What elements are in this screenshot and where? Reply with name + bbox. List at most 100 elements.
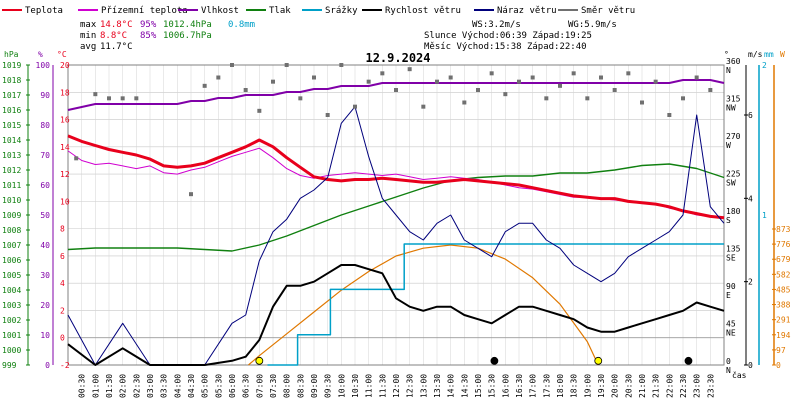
time-tick-label: 14:00	[447, 374, 456, 398]
wind-direction-point	[640, 100, 644, 105]
wind-direction-point	[134, 96, 139, 101]
time-tick-label: 13:30	[433, 374, 442, 398]
time-tick-label: 02:30	[132, 374, 141, 398]
dir-letter-label: E	[726, 291, 731, 300]
rad-tick-label: 679	[776, 255, 791, 264]
dir-letter-label: N	[726, 66, 731, 75]
time-tick-label: 08:30	[296, 374, 305, 398]
hum-tick-label: 30	[40, 271, 50, 280]
wind-direction-point	[407, 67, 412, 72]
dir-tick-label: 315	[726, 95, 741, 104]
temp-tick-label: 4	[60, 279, 65, 288]
wind-direction-point	[74, 156, 79, 161]
temp-tick-label: 12	[60, 170, 70, 179]
press-tick-label: 1015	[2, 121, 21, 130]
time-tick-label: 14:30	[460, 374, 469, 398]
astro-marker	[594, 356, 603, 365]
dir-letter-label: NW	[726, 104, 736, 113]
axis-unit-press: hPa	[4, 50, 19, 59]
time-tick-label: 19:00	[583, 374, 592, 398]
time-tick-label: 13:00	[419, 374, 428, 398]
wind-direction-point	[667, 113, 672, 117]
wind-direction-point	[216, 75, 221, 80]
time-tick-label: 10:00	[337, 374, 346, 398]
wind-direction-point	[366, 79, 371, 84]
time-tick-label: 01:30	[105, 374, 114, 398]
time-tick-label: 03:30	[160, 374, 169, 398]
time-tick-label: 22:30	[679, 374, 688, 398]
series-radiace	[248, 244, 599, 366]
wind-direction-point	[120, 96, 125, 101]
temp-tick-label: 6	[60, 252, 65, 261]
wind-direction-point	[448, 75, 453, 80]
dir-tick-label: 360	[726, 57, 741, 66]
time-tick-label: 05:00	[201, 374, 210, 398]
hum-tick-label: 20	[40, 301, 50, 310]
wind-direction-point	[694, 75, 699, 80]
time-tick-label: 20:30	[624, 374, 633, 398]
dir-tick-label: 45	[726, 320, 736, 329]
wind-direction-point	[544, 96, 549, 101]
time-tick-label: 06:00	[228, 374, 237, 398]
hum-tick-label: 70	[40, 151, 50, 160]
rad-tick-label: 485	[776, 285, 791, 294]
legend-label-prizemni: Přízemní teplota	[101, 6, 188, 16]
legend-label-rychlost: Rychlost větru	[385, 6, 461, 16]
time-tick-label: 12:30	[406, 374, 415, 398]
rad-tick-label: 291	[776, 316, 791, 325]
plot-area	[67, 63, 725, 366]
wind-tick-label: 4	[748, 194, 753, 203]
temp-tick-label: 2	[60, 306, 65, 315]
stats-block: max 14.8°C 95% 1012.4hPa 0.8mm min 8.8°C…	[80, 20, 617, 52]
wind-direction-point	[421, 104, 426, 109]
press-tick-label: 1014	[2, 136, 21, 145]
wind-direction-point	[298, 96, 303, 101]
stat-ws: WS:3.2m/s	[472, 20, 521, 30]
legend-label-teplota: Teplota	[25, 6, 63, 16]
legend-label-smer: Směr větru	[581, 6, 635, 16]
dir-tick-label: 270	[726, 132, 741, 141]
stat-max-temp: 14.8°C	[100, 20, 133, 30]
dir-tick-label: 0	[726, 357, 731, 366]
press-tick-label: 1002	[2, 316, 21, 325]
press-tick-label: 1018	[2, 76, 21, 85]
time-tick-label: 00:30	[78, 374, 87, 398]
wind-direction-point	[312, 75, 316, 80]
astro-marker	[684, 356, 693, 365]
time-tick-label: 07:30	[269, 374, 278, 398]
rain-tick-label: 1	[762, 211, 767, 220]
time-tick-label: 20:00	[611, 374, 620, 398]
dir-letter-label: SE	[726, 254, 736, 263]
hum-tick-label: 50	[40, 211, 50, 220]
stat-min-press: 1006.7hPa	[163, 31, 212, 41]
hum-tick-label: 40	[40, 241, 50, 250]
hum-tick-label: 80	[40, 121, 50, 130]
temp-tick-label: 18	[60, 88, 70, 97]
series-tlak	[67, 163, 725, 252]
wind-direction-point	[708, 88, 713, 92]
axis-unit-rain: mm	[764, 50, 774, 59]
axis-unit-hum: %	[38, 50, 43, 59]
time-tick-label: 02:00	[119, 374, 128, 398]
wind-direction-point	[189, 192, 193, 197]
wind-direction-point	[202, 83, 207, 88]
wind-direction-point	[571, 71, 576, 76]
rad-tick-label: 582	[776, 270, 791, 279]
press-tick-label: 1013	[2, 151, 21, 160]
wind-direction-point	[489, 71, 494, 76]
time-tick-label: 17:30	[542, 374, 551, 398]
legend-label-naraz: Náraz větru	[497, 6, 557, 16]
rad-tick-label: 97	[776, 346, 786, 355]
press-tick-label: 1019	[2, 61, 21, 70]
time-tick-label: 22:00	[665, 374, 674, 398]
axis-unit-dir: °	[724, 50, 729, 59]
wind-direction-point	[626, 71, 631, 76]
wind-tick-label: 0	[748, 361, 753, 370]
rad-tick-label: 0	[776, 361, 781, 370]
wind-direction-point	[558, 83, 562, 88]
press-tick-label: 1011	[2, 181, 21, 190]
time-tick-label: 16:30	[515, 374, 524, 398]
rad-tick-label: 873	[776, 225, 791, 234]
legend-label-srazky: Srážky	[325, 6, 358, 16]
press-tick-label: 1006	[2, 256, 21, 265]
